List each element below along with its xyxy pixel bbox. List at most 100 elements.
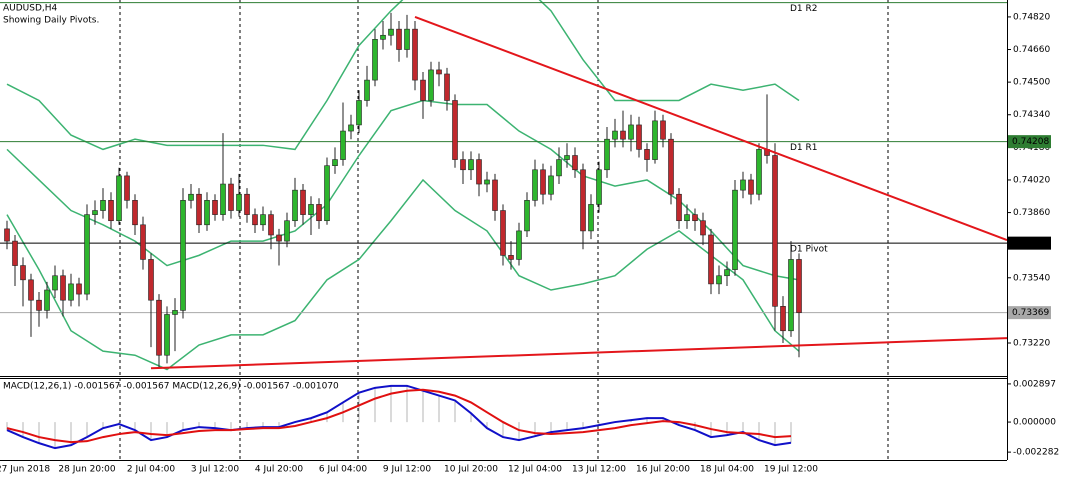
candle-body: [268, 214, 274, 236]
price-box: [1008, 306, 1051, 320]
candle-body: [180, 200, 186, 311]
candle-body: [20, 265, 26, 281]
x-tick-label: 13 Jul 12:00: [572, 465, 626, 475]
candle-body: [604, 138, 610, 171]
candle-body: [620, 130, 626, 140]
candle-body: [716, 275, 722, 285]
chart-title: AUDUSD,H4: [3, 4, 58, 14]
y-tick-label: 0.000000: [1013, 418, 1056, 428]
indicator-legend: MACD(12,26,1) -0.001567 -0.001567 MACD(1…: [3, 382, 339, 392]
candle-body: [292, 189, 298, 222]
candle-body: [76, 283, 82, 295]
candle-body: [676, 193, 682, 222]
candle-body: [700, 220, 706, 236]
candle-body: [652, 120, 658, 160]
x-tick-label: 2 Jul 04:00: [127, 465, 176, 475]
y-tick-label: -0.002282: [1013, 448, 1059, 458]
level-name: D1 R1: [790, 143, 818, 153]
candle-body: [412, 28, 418, 81]
candle-body: [580, 169, 586, 232]
candle-body: [692, 214, 698, 222]
candle-body: [684, 214, 690, 222]
candle-body: [396, 28, 402, 50]
candle-body: [188, 193, 194, 201]
candle-body: [44, 289, 50, 311]
x-tick-label: 27 Jun 2018: [0, 465, 50, 475]
candle-body: [324, 165, 330, 222]
y-tick-label: 0.002897: [1013, 379, 1056, 389]
candle-body: [500, 210, 506, 256]
trend-line: [150, 337, 1007, 370]
candle-body: [452, 100, 458, 160]
chart-subtitle: Showing Daily Pivots.: [3, 16, 99, 26]
level-name: D1 Pivot: [790, 245, 828, 255]
x-tick-label: 9 Jul 12:00: [383, 465, 432, 475]
candle-body: [756, 149, 762, 195]
band-line: [6, 0, 800, 151]
price-box-label: 0.74208: [1012, 137, 1049, 147]
x-tick-label: 16 Jul 20:00: [636, 465, 690, 475]
y-tick-label: 0.74020: [1013, 175, 1050, 185]
candle-body: [668, 138, 674, 195]
x-tick-label: 18 Jul 04:00: [700, 465, 754, 475]
candle-body: [492, 179, 498, 211]
candle-body: [60, 275, 66, 301]
candle-body: [52, 275, 58, 291]
x-tick-label: 6 Jul 04:00: [319, 465, 368, 475]
candle-body: [460, 159, 466, 171]
candle-body: [204, 200, 210, 226]
candle-body: [468, 159, 474, 171]
candle-body: [780, 306, 786, 332]
candle-body: [772, 155, 778, 307]
y-tick-label: 0.74340: [1013, 110, 1050, 120]
y-tick-label: 0.74820: [1013, 12, 1050, 22]
candle-body: [260, 214, 266, 226]
candle-body: [556, 159, 562, 177]
candle-body: [340, 130, 346, 160]
x-tick-label: 10 Jul 20:00: [444, 465, 498, 475]
candle-body: [628, 124, 634, 140]
y-tick-label: 0.73860: [1013, 208, 1050, 218]
candle-body: [364, 79, 370, 101]
candle-body: [532, 169, 538, 201]
level-name: D1 R2: [790, 4, 818, 14]
candle-body: [740, 179, 746, 191]
candle-body: [636, 124, 642, 150]
band-line: [6, 178, 800, 371]
candle-body: [476, 159, 482, 185]
candle-body: [708, 234, 714, 285]
candle-body: [548, 175, 554, 195]
y-tick-label: 0.74660: [1013, 45, 1050, 55]
candle-body: [164, 314, 170, 356]
x-tick-label: 4 Jul 20:00: [255, 465, 304, 475]
candle-body: [212, 200, 218, 215]
candle-body: [308, 204, 314, 215]
y-tick-label: 0.73540: [1013, 273, 1050, 283]
trend-line: [414, 15, 1007, 242]
candle-body: [380, 34, 386, 40]
candle-body: [484, 179, 490, 185]
candle-body: [156, 299, 162, 356]
x-tick-label: 3 Jul 12:00: [191, 465, 240, 475]
candle-body: [172, 310, 178, 315]
candle-body: [140, 224, 146, 260]
candle-body: [36, 299, 42, 311]
candle-body: [4, 228, 10, 242]
candle-body: [724, 269, 730, 277]
candle-body: [748, 179, 754, 195]
candle-body: [644, 149, 650, 160]
plot-area: [6, 384, 792, 450]
macd-line: [6, 388, 792, 444]
candle-body: [332, 159, 338, 166]
candle-body: [284, 220, 290, 242]
candle-body: [404, 28, 410, 50]
candle-body: [388, 28, 394, 36]
candle-body: [28, 279, 34, 301]
candle-body: [660, 120, 666, 140]
candle-body: [220, 183, 226, 215]
x-tick-label: 19 Jul 12:00: [764, 465, 818, 475]
candle-body: [84, 214, 90, 295]
x-tick-label: 28 Jun 20:00: [58, 465, 115, 475]
price-box-label: 0.73710: [1012, 239, 1049, 249]
candle-body: [92, 210, 98, 215]
